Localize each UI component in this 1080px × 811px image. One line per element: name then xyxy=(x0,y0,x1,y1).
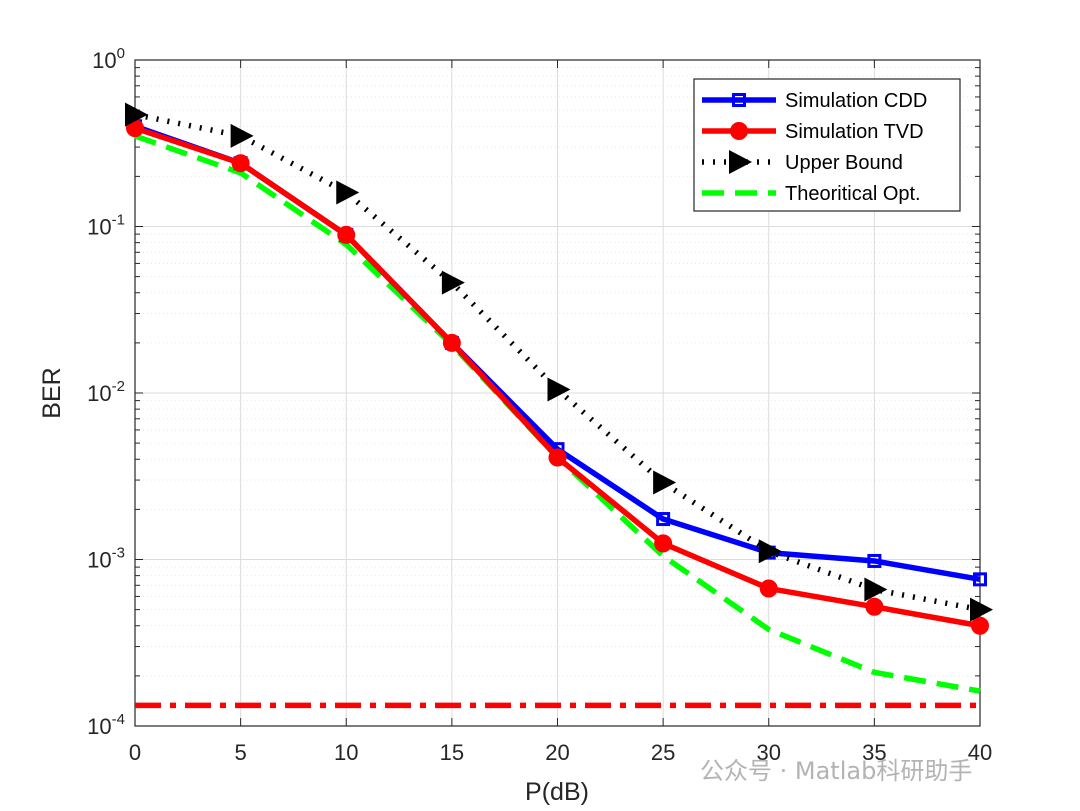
series-layer xyxy=(125,102,993,694)
data-point xyxy=(654,534,673,553)
data-point xyxy=(337,225,356,244)
legend-entry: Upper Bound xyxy=(702,150,903,174)
data-point xyxy=(125,102,148,127)
data-point xyxy=(656,512,671,527)
x-tick-label: 40 xyxy=(968,740,992,765)
legend: Simulation CDD Simulation TVD Upper Bound T… xyxy=(693,78,961,212)
x-axis-label: P(dB) xyxy=(525,778,589,806)
x-tick-label: 25 xyxy=(651,740,675,765)
x-tick-marks xyxy=(134,60,981,726)
y-tick-marks xyxy=(135,59,980,727)
data-point xyxy=(867,553,882,568)
data-point xyxy=(230,123,254,148)
data-point xyxy=(759,579,778,598)
legend-label: Simulation TVD xyxy=(785,121,924,143)
x-tick-labels: 0 5 10 15 20 25 30 35 40 xyxy=(129,740,992,765)
series-line xyxy=(134,111,981,613)
y-tick-label: 10-3 xyxy=(87,545,125,573)
data-point xyxy=(336,180,360,205)
legend-marker xyxy=(729,150,752,174)
series-simulation-tvd xyxy=(126,119,989,635)
watermark-text: 公众号 · Matlab科研助手 xyxy=(700,757,972,785)
x-tick-label: 5 xyxy=(235,740,247,765)
legend-entry: Simulation CDD xyxy=(702,90,927,112)
x-tick-label: 10 xyxy=(334,740,358,765)
legend-entry: Simulation TVD xyxy=(702,121,924,143)
y-tick-label: 10-1 xyxy=(87,212,125,240)
x-tick-label: 20 xyxy=(545,740,569,765)
y-axis-label: BER xyxy=(38,367,66,418)
data-point xyxy=(971,616,989,635)
y-tick-labels: 100 10-1 10-2 10-3 10-4 xyxy=(87,45,125,739)
data-point xyxy=(547,377,571,402)
x-tick-label: 15 xyxy=(440,740,464,765)
legend-label: Simulation CDD xyxy=(785,90,927,112)
y-tick-label: 10-4 xyxy=(87,711,125,739)
x-tick-label: 35 xyxy=(862,740,886,765)
data-point xyxy=(231,154,250,173)
x-tick-label: 0 xyxy=(129,740,141,765)
data-point xyxy=(865,597,884,616)
legend-label: Upper Bound xyxy=(785,152,903,174)
y-tick-label: 100 xyxy=(92,45,125,73)
data-point xyxy=(653,470,677,495)
data-point xyxy=(970,597,993,622)
data-point xyxy=(548,448,567,467)
data-point xyxy=(973,572,987,587)
data-point xyxy=(758,539,782,564)
y-tick-label: 10-2 xyxy=(87,378,125,406)
legend-marker xyxy=(732,93,746,107)
legend-entry: Theoritical Opt. xyxy=(702,183,921,205)
data-point xyxy=(442,333,461,352)
x-tick-label: 30 xyxy=(757,740,781,765)
legend-label: Theoritical Opt. xyxy=(785,183,921,205)
legend-marker xyxy=(730,122,748,140)
series-upper-bound xyxy=(125,102,993,622)
data-point xyxy=(441,270,465,295)
data-point xyxy=(864,577,888,602)
